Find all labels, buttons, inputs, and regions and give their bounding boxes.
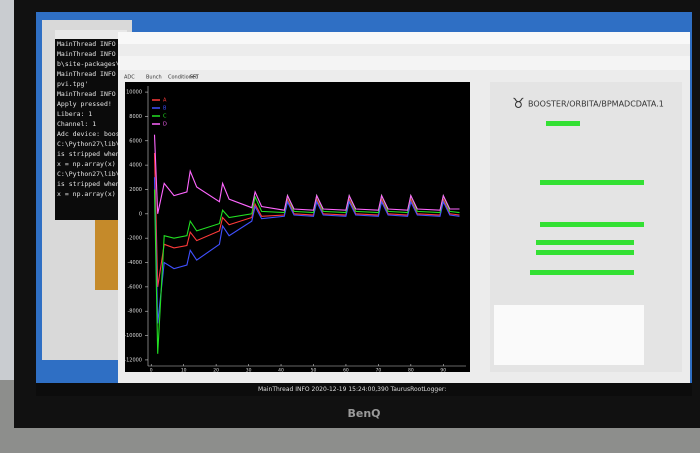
- plot-area: [125, 82, 470, 372]
- console-line: Libera: 1: [57, 110, 92, 118]
- console-window: [55, 30, 127, 220]
- app-titlebar: [118, 32, 690, 44]
- y-tick-label: -2000: [127, 236, 142, 242]
- y-tick-label: 8000: [129, 114, 142, 120]
- tab: ADC: [124, 75, 135, 81]
- x-tick-label: 60: [343, 368, 349, 374]
- y-tick-label: 10000: [126, 90, 142, 96]
- console-line: x = np.array(x): [57, 160, 116, 168]
- console-line: Apply pressed!: [57, 100, 112, 108]
- app-toolbar: [118, 56, 690, 70]
- x-tick-label: 20: [213, 368, 219, 374]
- legend-label: D: [163, 122, 167, 128]
- console-line: Adc device: booster: [57, 130, 131, 138]
- chart: 10000 8000 6000 4000 2000 0 -2000 -4000 -6000 -80…: [124, 86, 466, 374]
- console-text: MainThread INFO MainThread INFO b\site-pac…: [57, 40, 135, 198]
- y-tick-label: -4000: [127, 260, 142, 266]
- attr-bar: [536, 250, 634, 255]
- console-line: C:\Python27\lib\site: [57, 140, 135, 148]
- console-line: Channel: 1: [57, 120, 96, 128]
- series-line: [153, 177, 460, 324]
- x-tick-label: 10: [181, 368, 187, 374]
- attr-bar: [540, 180, 644, 185]
- console-line: pvi.tpg': [57, 80, 88, 88]
- legend-label: C: [163, 114, 167, 120]
- state-indicator: [546, 121, 580, 126]
- tab: Bunch: [146, 75, 162, 81]
- legend-label: A: [163, 98, 167, 104]
- y-tick-label: 6000: [129, 138, 142, 144]
- x-tick-label: 70: [376, 368, 382, 374]
- attr-bar: [536, 240, 634, 245]
- taskbar: [36, 383, 692, 396]
- y-tick-label: -8000: [127, 309, 142, 315]
- console-line: x = np.array(x): [57, 190, 116, 198]
- y-tick-label: 2000: [129, 187, 142, 193]
- taskbar-log: MainThread INFO 2020-12-19 15:24:00,390 …: [258, 386, 446, 393]
- legend-label: B: [163, 106, 167, 112]
- y-tick-label: -12000: [124, 357, 142, 363]
- console-titlebar: [55, 30, 127, 39]
- console-line: is stripped when do: [57, 180, 131, 188]
- x-tick-label: 80: [408, 368, 414, 374]
- console-line: MainThread INFO: [57, 50, 116, 58]
- x-tick-label: 30: [246, 368, 252, 374]
- device-icon: ♉: [512, 96, 525, 112]
- console-line: C:\Python27\lib\site: [57, 170, 135, 178]
- y-tick-label: 0: [139, 211, 142, 217]
- attr-bar: [540, 222, 644, 227]
- y-tick-label: -6000: [127, 284, 142, 290]
- x-tick-label: 40: [278, 368, 284, 374]
- console-line: MainThread INFO: [57, 70, 116, 78]
- attr-bar: [530, 270, 634, 275]
- y-tick-label: 4000: [129, 163, 142, 169]
- series-line: [153, 134, 460, 214]
- monitor-brand: BenQ: [347, 407, 380, 420]
- console-line: is stripped when do: [57, 150, 131, 158]
- log-box: [494, 305, 644, 365]
- y-tick-label: -10000: [124, 333, 142, 339]
- x-tick-label: 90: [440, 368, 446, 374]
- x-tick-label: 0: [150, 368, 153, 374]
- tab: FFT: [190, 75, 200, 81]
- console-line: MainThread INFO: [57, 40, 116, 48]
- x-tick-label: 50: [311, 368, 317, 374]
- device-name: BOOSTER/ORBITA/BPMADCDATA.1: [528, 100, 664, 109]
- console-line: MainThread INFO: [57, 90, 116, 98]
- attribute-bars: [494, 180, 644, 365]
- console-line: b\site-packages\tau: [57, 60, 131, 68]
- tab: Conditioned: [168, 75, 198, 81]
